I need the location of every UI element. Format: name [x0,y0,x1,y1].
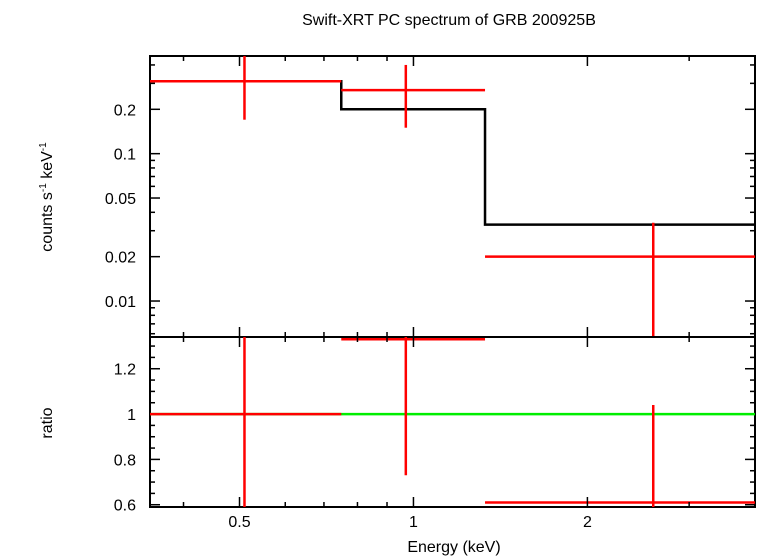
y-tick-label: 0.2 [114,102,136,119]
y-tick-label: 1.2 [114,362,136,379]
spectrum-panel: 0.01 0.02 0.05 0.1 0.2 [105,55,756,338]
data-point [341,64,486,128]
y-tick-label: 0.1 [114,147,136,164]
data-point [150,337,342,507]
ylabel-text: keV [39,151,56,183]
spectrum-y-axis-label: counts s-1 keV-1 [38,142,56,252]
chart-title: Swift-XRT PC spectrum of GRB 200925B [302,12,596,29]
ylabel-exponent: -1 [38,183,49,192]
x-tick-label: 2 [583,514,592,531]
data-point [485,405,755,507]
ratio-panel: 0.6 0.8 1 1.2 [114,336,756,515]
x-axis-label: Energy (keV) [407,539,500,556]
ylabel-exponent: -1 [38,142,49,151]
ylabel-text: counts s [39,192,56,252]
y-tick-label: 0.8 [114,452,136,469]
x-tick-label: 1 [409,514,418,531]
y-tick-label: 1 [127,407,136,424]
model-step-line [150,80,755,226]
spectrum-frame [149,55,756,338]
y-tick-label: 0.6 [114,498,136,515]
y-tick-label: 0.01 [105,294,136,311]
x-tick-label: 0.5 [228,514,250,531]
x-axis: 0.5 1 2 [182,56,690,531]
y-tick-label: 0.02 [105,250,136,267]
ratio-y-axis-label: ratio [39,407,56,438]
data-point [150,56,342,120]
ratio-frame [149,336,756,508]
y-tick-label: 0.05 [105,191,136,208]
data-point [341,337,486,476]
data-point [485,222,755,337]
